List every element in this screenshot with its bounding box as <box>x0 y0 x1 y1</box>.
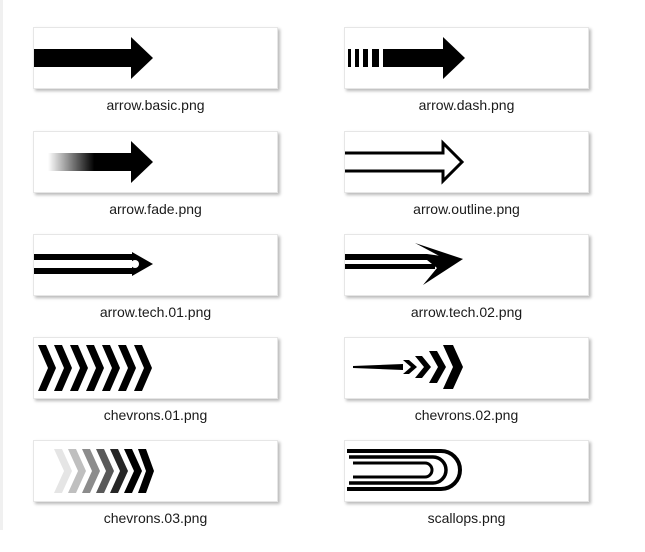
scallops-icon <box>347 449 462 491</box>
file-tile-arrow-basic[interactable]: arrow.basic.png <box>33 27 278 128</box>
file-tile-arrow-dash[interactable]: arrow.dash.png <box>344 27 589 128</box>
file-tile-chevrons-03[interactable]: chevrons.03.png <box>33 440 278 541</box>
file-name: arrow.tech.02.png <box>410 304 523 320</box>
file-tile-arrow-fade[interactable]: arrow.fade.png <box>33 131 278 232</box>
arrow-tech-01-icon <box>34 252 153 276</box>
file-name: chevrons.03.png <box>103 510 208 526</box>
thumbnail-chevrons-02 <box>344 337 589 399</box>
chevrons-01-icon <box>38 345 152 391</box>
file-name: arrow.tech.01.png <box>99 304 212 320</box>
arrow-fade-icon <box>48 141 153 183</box>
chevrons-03-icon <box>54 449 154 493</box>
file-tile-chevrons-01[interactable]: chevrons.01.png <box>33 337 278 438</box>
arrow-dash-icon <box>348 37 465 79</box>
file-tile-chevrons-02[interactable]: chevrons.02.png <box>344 337 589 438</box>
arrow-tech-02-icon <box>345 243 463 285</box>
file-tile-arrow-tech-02[interactable]: arrow.tech.02.png <box>344 234 589 335</box>
arrow-basic-icon <box>34 37 153 79</box>
thumbnail-arrow-tech-02 <box>344 234 589 296</box>
file-name: arrow.dash.png <box>418 97 515 113</box>
thumbnail-arrow-dash <box>344 27 589 89</box>
file-tile-arrow-tech-01[interactable]: arrow.tech.01.png <box>33 234 278 335</box>
file-name: arrow.outline.png <box>413 201 520 217</box>
thumbnail-scallops <box>344 440 589 502</box>
file-name: arrow.fade.png <box>109 201 202 217</box>
file-tile-scallops[interactable]: scallops.png <box>344 440 589 541</box>
thumbnail-chevrons-01 <box>33 337 278 399</box>
thumbnail-arrow-tech-01 <box>33 234 278 296</box>
thumbnail-arrow-fade <box>33 131 278 193</box>
file-tile-arrow-outline[interactable]: arrow.outline.png <box>344 131 589 232</box>
file-name: arrow.basic.png <box>106 97 205 113</box>
chevrons-02-icon <box>353 345 463 389</box>
file-name: chevrons.02.png <box>414 407 519 423</box>
thumbnail-arrow-basic <box>33 27 278 89</box>
arrow-outline-icon <box>345 139 465 185</box>
thumbnail-arrow-outline <box>344 131 589 193</box>
file-name: chevrons.01.png <box>103 407 208 423</box>
thumbnail-chevrons-03 <box>33 440 278 502</box>
explorer-left-edge <box>0 0 3 530</box>
file-name: scallops.png <box>427 510 506 526</box>
